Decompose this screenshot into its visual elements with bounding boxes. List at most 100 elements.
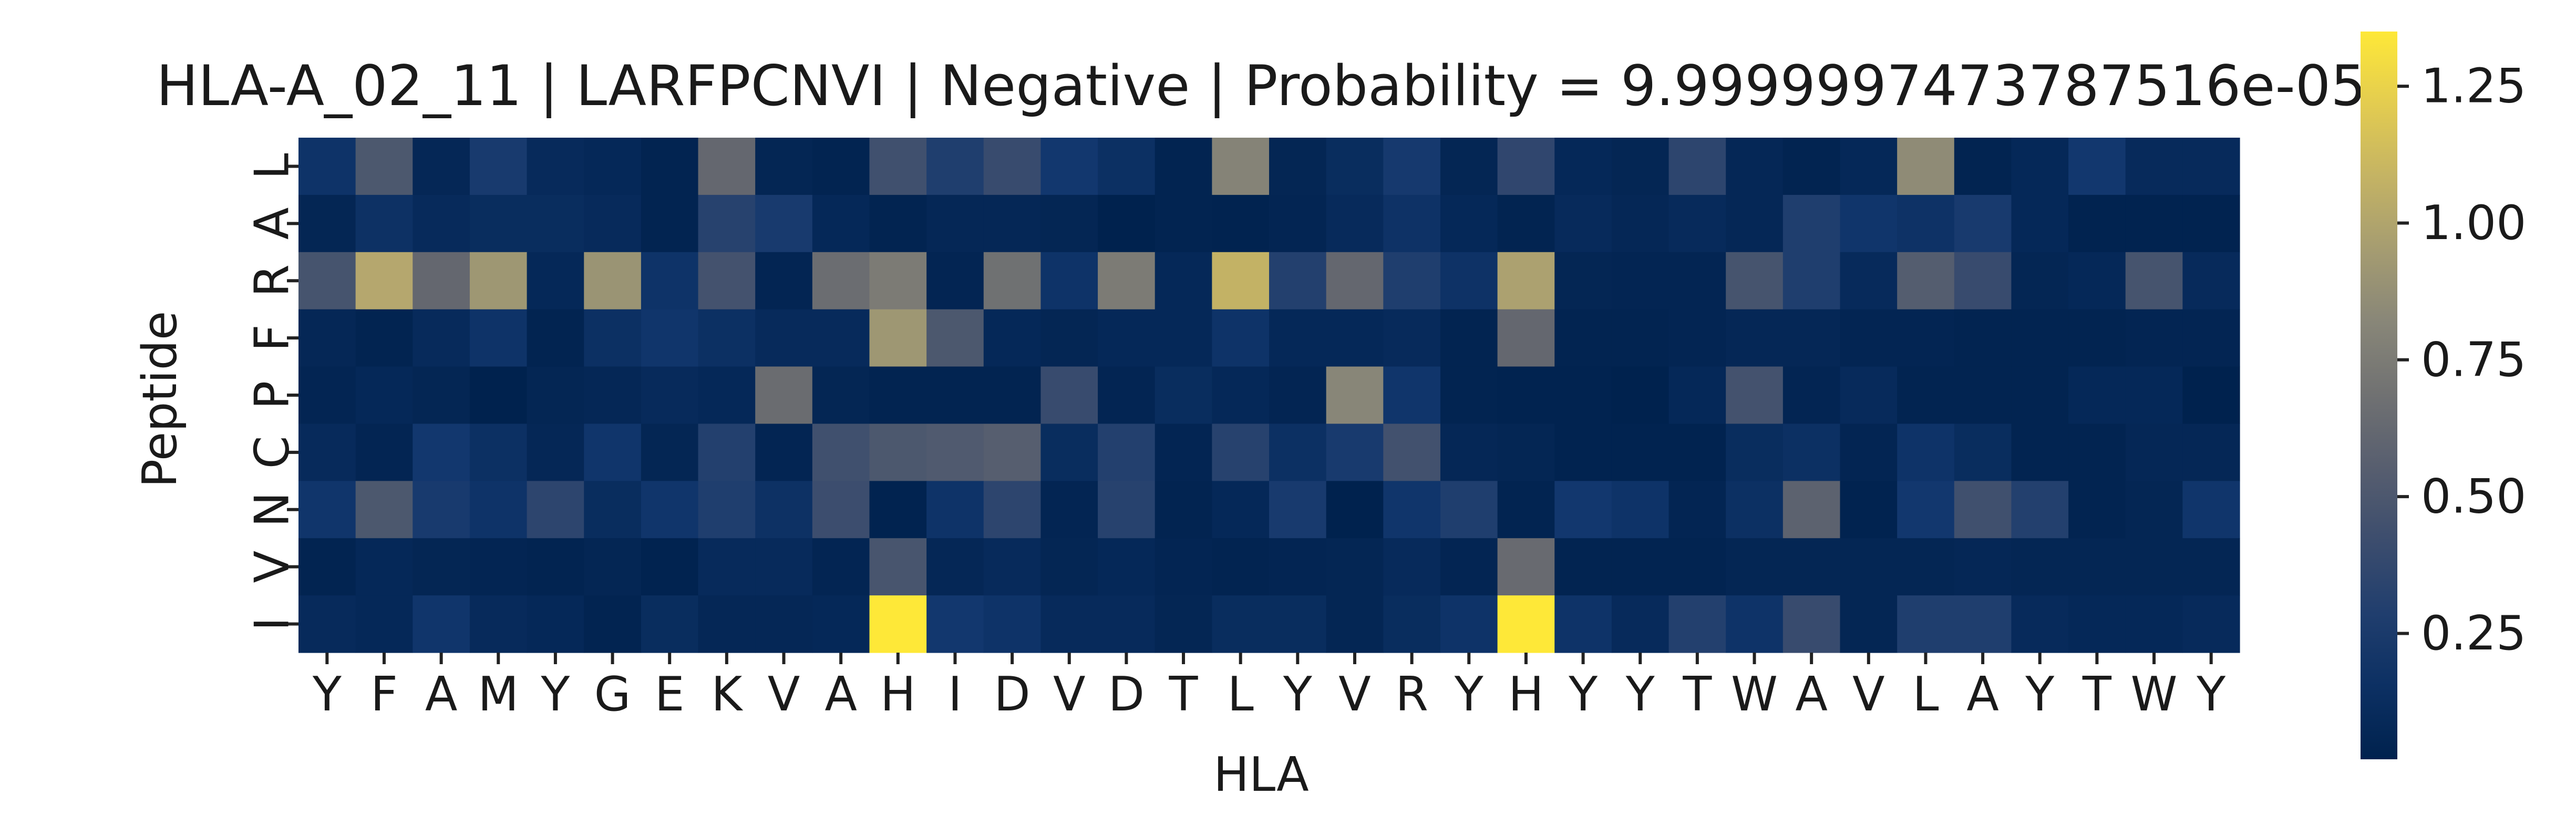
heatmap-cell bbox=[1269, 194, 1327, 253]
heatmap-cell bbox=[2011, 424, 2069, 481]
x-tick-label: Y bbox=[1568, 667, 1598, 722]
heatmap-cell bbox=[698, 481, 756, 539]
heatmap-cell bbox=[1782, 138, 1841, 195]
heatmap-cell bbox=[1554, 366, 1612, 425]
heatmap-cell bbox=[355, 366, 413, 425]
heatmap-cell bbox=[1954, 309, 2012, 367]
heatmap-cell bbox=[355, 481, 413, 539]
heatmap-cell bbox=[2068, 424, 2126, 481]
heatmap-cell bbox=[1212, 252, 1270, 310]
x-tick-label: I bbox=[948, 667, 962, 722]
x-tick-label: F bbox=[370, 667, 398, 722]
x-tick-label: V bbox=[1053, 667, 1086, 722]
heatmap-cell bbox=[469, 424, 528, 481]
colorbar-tick-label: 0.50 bbox=[2421, 469, 2526, 524]
heatmap-cell bbox=[1668, 252, 1726, 310]
heatmap-cell bbox=[2068, 194, 2126, 253]
heatmap-cell bbox=[1040, 538, 1098, 596]
heatmap-cell bbox=[1212, 138, 1270, 195]
heatmap-cell bbox=[1155, 424, 1212, 481]
heatmap-cell bbox=[869, 366, 927, 425]
heatmap-cell bbox=[2068, 595, 2126, 653]
x-tick-label: V bbox=[1852, 667, 1885, 722]
heatmap-cell bbox=[527, 252, 584, 310]
heatmap-cell bbox=[2182, 424, 2240, 481]
heatmap-cell bbox=[298, 424, 356, 481]
heatmap-cell bbox=[1269, 595, 1327, 653]
heatmap-cell bbox=[413, 538, 470, 596]
heatmap-cell bbox=[527, 138, 584, 195]
heatmap-cell bbox=[584, 366, 642, 425]
heatmap-cell bbox=[1326, 309, 1384, 367]
heatmap-cell bbox=[1726, 138, 1784, 195]
y-tick-label: V bbox=[245, 551, 300, 583]
heatmap-cell bbox=[2125, 138, 2183, 195]
heatmap-cell bbox=[1326, 194, 1384, 253]
heatmap-cell bbox=[2182, 366, 2240, 425]
heatmap-cell bbox=[2182, 194, 2240, 253]
heatmap-cell bbox=[1155, 138, 1212, 195]
y-tick-label: A bbox=[245, 208, 300, 240]
heatmap-cell bbox=[926, 366, 984, 425]
heatmap-cell bbox=[698, 366, 756, 425]
heatmap-cell bbox=[983, 309, 1042, 367]
colorbar-tick-label: 0.25 bbox=[2421, 606, 2526, 661]
heatmap-cell bbox=[1326, 252, 1384, 310]
heatmap-cell bbox=[755, 538, 813, 596]
heatmap-cell bbox=[869, 424, 927, 481]
heatmap-cell bbox=[641, 481, 699, 539]
y-tick-label: C bbox=[245, 436, 300, 469]
heatmap-cell bbox=[1326, 424, 1384, 481]
heatmap-cell bbox=[1040, 366, 1098, 425]
x-tick-label: K bbox=[711, 667, 743, 722]
heatmap-cell bbox=[2011, 252, 2069, 310]
heatmap-cell bbox=[1326, 366, 1384, 425]
heatmap-cell bbox=[983, 424, 1042, 481]
heatmap-cell bbox=[755, 424, 813, 481]
heatmap-cell bbox=[1440, 366, 1498, 425]
heatmap-cell bbox=[1155, 538, 1212, 596]
heatmap-cell bbox=[869, 309, 927, 367]
heatmap-cell bbox=[1897, 538, 1955, 596]
heatmap-cell bbox=[1611, 424, 1670, 481]
heatmap-cell bbox=[983, 138, 1042, 195]
heatmap-cell bbox=[1497, 309, 1555, 367]
heatmap-cell bbox=[1840, 538, 1898, 596]
heatmap-cell bbox=[469, 309, 528, 367]
heatmap-cell bbox=[1954, 194, 2012, 253]
heatmap-cell bbox=[2068, 138, 2126, 195]
heatmap-cell bbox=[1155, 481, 1212, 539]
heatmap-cell bbox=[1497, 595, 1555, 653]
x-tick-label: Y bbox=[2025, 667, 2055, 722]
heatmap-cell bbox=[1155, 309, 1212, 367]
heatmap-cell bbox=[2011, 366, 2069, 425]
heatmap-cell bbox=[1497, 138, 1555, 195]
heatmap-cell bbox=[1212, 366, 1270, 425]
heatmap-cell bbox=[1155, 252, 1212, 310]
heatmap-cell bbox=[1726, 194, 1784, 253]
heatmap-cell bbox=[1554, 595, 1612, 653]
heatmap-cell bbox=[1611, 138, 1670, 195]
heatmap-cell bbox=[926, 481, 984, 539]
heatmap-cell bbox=[527, 309, 584, 367]
heatmap-cell bbox=[1782, 538, 1841, 596]
heatmap-cell bbox=[1098, 252, 1156, 310]
colorbar-gradient bbox=[2361, 32, 2397, 759]
heatmap-cell bbox=[527, 366, 584, 425]
heatmap-cell bbox=[926, 194, 984, 253]
x-tick-label: Y bbox=[1454, 667, 1484, 722]
heatmap-cell bbox=[641, 538, 699, 596]
heatmap-cell bbox=[1269, 366, 1327, 425]
heatmap-cell bbox=[698, 194, 756, 253]
heatmap-cell bbox=[1269, 481, 1327, 539]
heatmap-cell bbox=[1668, 481, 1726, 539]
heatmap-cell bbox=[1668, 138, 1726, 195]
y-tick-label: P bbox=[245, 381, 300, 409]
heatmap-cell bbox=[355, 194, 413, 253]
heatmap-cell bbox=[1611, 538, 1670, 596]
heatmap-cell bbox=[2182, 595, 2240, 653]
colorbar-tick-label: 0.75 bbox=[2421, 332, 2526, 387]
heatmap-cell bbox=[527, 424, 584, 481]
x-tick-label: A bbox=[1966, 667, 1999, 722]
